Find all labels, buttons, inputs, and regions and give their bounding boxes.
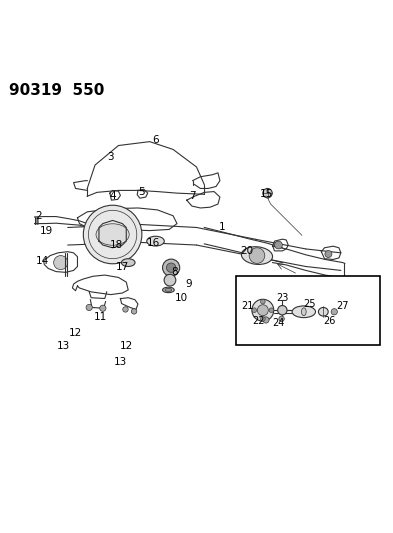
Circle shape [164,274,176,286]
Text: 27: 27 [336,301,349,311]
Circle shape [103,225,122,244]
Text: 5: 5 [139,188,145,197]
Text: 4: 4 [109,191,116,201]
Circle shape [167,263,176,272]
Ellipse shape [301,308,306,316]
Text: 16: 16 [147,238,160,248]
Text: 12: 12 [69,328,82,338]
Circle shape [275,241,282,249]
Text: 12: 12 [119,342,133,351]
Circle shape [131,309,137,314]
Text: 9: 9 [185,279,192,289]
Bar [235,276,380,344]
Ellipse shape [165,288,172,292]
Circle shape [123,306,128,312]
Text: 10: 10 [174,293,187,303]
Circle shape [263,189,272,198]
Circle shape [279,316,284,321]
Ellipse shape [163,287,174,293]
Circle shape [54,256,68,270]
Ellipse shape [292,306,316,318]
Circle shape [261,299,265,304]
Text: 7: 7 [189,191,196,201]
Ellipse shape [96,224,129,245]
Text: 90319  550: 90319 550 [9,83,105,98]
Circle shape [86,304,92,311]
Circle shape [100,305,106,311]
Text: 19: 19 [40,227,53,236]
Text: 1: 1 [219,222,225,232]
Ellipse shape [241,247,273,264]
Text: 23: 23 [276,293,288,303]
Text: 17: 17 [116,262,129,271]
Circle shape [83,205,142,264]
Ellipse shape [318,308,328,316]
Text: 22: 22 [253,316,265,326]
Ellipse shape [121,259,135,266]
Circle shape [278,305,287,315]
Ellipse shape [147,236,164,246]
Text: 26: 26 [323,316,335,326]
Text: 3: 3 [107,152,114,162]
Text: 2: 2 [35,211,42,221]
Text: 8: 8 [172,268,178,277]
Circle shape [252,299,274,321]
Circle shape [261,317,265,321]
Text: 25: 25 [303,298,316,309]
Text: 13: 13 [57,342,70,351]
Circle shape [163,259,180,276]
Text: 13: 13 [114,357,127,367]
Circle shape [263,317,269,323]
Text: 6: 6 [152,135,159,144]
Circle shape [269,308,274,312]
Circle shape [257,305,268,316]
Text: 20: 20 [241,246,254,256]
Text: 14: 14 [36,256,49,265]
Text: 18: 18 [110,240,123,250]
Text: 11: 11 [94,312,108,322]
Circle shape [249,248,265,263]
Text: 15: 15 [260,189,274,199]
Circle shape [252,308,257,312]
Text: 21: 21 [241,301,253,311]
Circle shape [331,309,337,315]
Text: 24: 24 [272,318,285,328]
Circle shape [325,251,332,257]
